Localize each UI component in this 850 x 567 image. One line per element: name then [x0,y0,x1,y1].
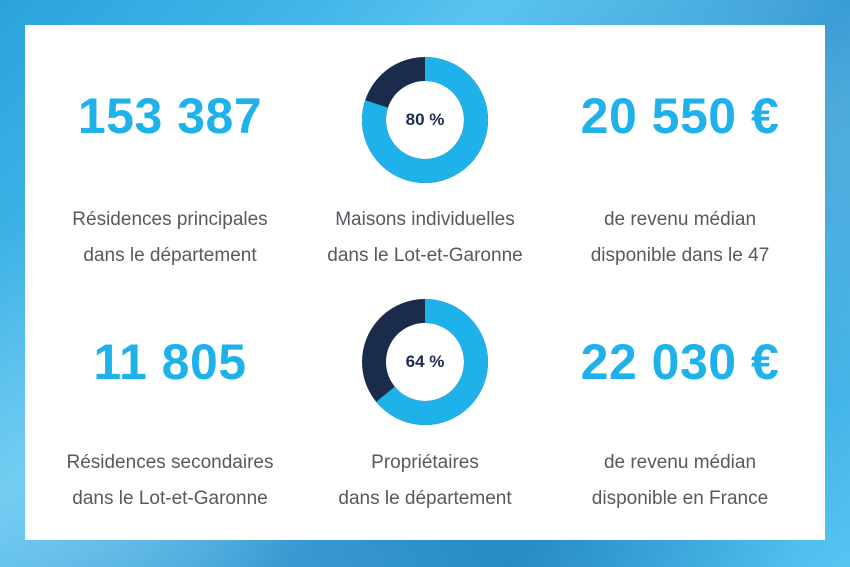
maisons-individuelles-percent: 80 % [405,110,445,129]
donut-value-arc [362,57,488,183]
proprietaires-line2: dans le département [338,488,512,509]
revenu-47-label: de revenu médian disponible dans le 47 [547,202,813,274]
revenu-47-value: 20 550 € [580,88,780,144]
revenu-france-label: de revenu médian disponible en France [547,445,813,517]
revenu-france-line1: de revenu médian [603,452,757,473]
maisons-individuelles-label: Maisons individuelles dans le Lot-et-Gar… [292,202,558,274]
revenu-47-line1: de revenu médian [603,209,757,230]
revenu-france-value: 22 030 € [580,334,780,390]
residences-secondaires-line1: Résidences secondaires [66,452,274,473]
proprietaires-donut-chart [362,299,488,425]
donut-value-arc [362,299,488,425]
residences-secondaires-line2: dans le Lot-et-Garonne [72,488,268,509]
proprietaires-label: Propriétaires dans le département [292,445,558,517]
residences-principales-line2: dans le département [83,245,257,266]
residences-secondaires-value: 11 805 [93,334,247,390]
proprietaires-line1: Propriétaires [371,452,479,473]
residences-principales-line1: Résidences principales [72,209,268,230]
proprietaires-percent: 64 % [405,352,445,371]
maisons-donut-chart [362,57,488,183]
revenu-france-line2: disponible en France [591,488,769,509]
maisons-individuelles-donut: 80 % [361,56,489,184]
proprietaires-donut: 64 % [361,298,489,426]
residences-principales-label: Résidences principales dans le départeme… [37,202,303,274]
residences-principales-value: 153 387 [77,88,263,144]
residences-secondaires-label: Résidences secondaires dans le Lot-et-Ga… [37,445,303,517]
revenu-47-line2: disponible dans le 47 [590,245,770,266]
stats-card: 153 387 Résidences principales dans le d… [25,25,825,540]
maisons-individuelles-line2: dans le Lot-et-Garonne [327,245,523,266]
maisons-individuelles-line1: Maisons individuelles [335,209,515,230]
